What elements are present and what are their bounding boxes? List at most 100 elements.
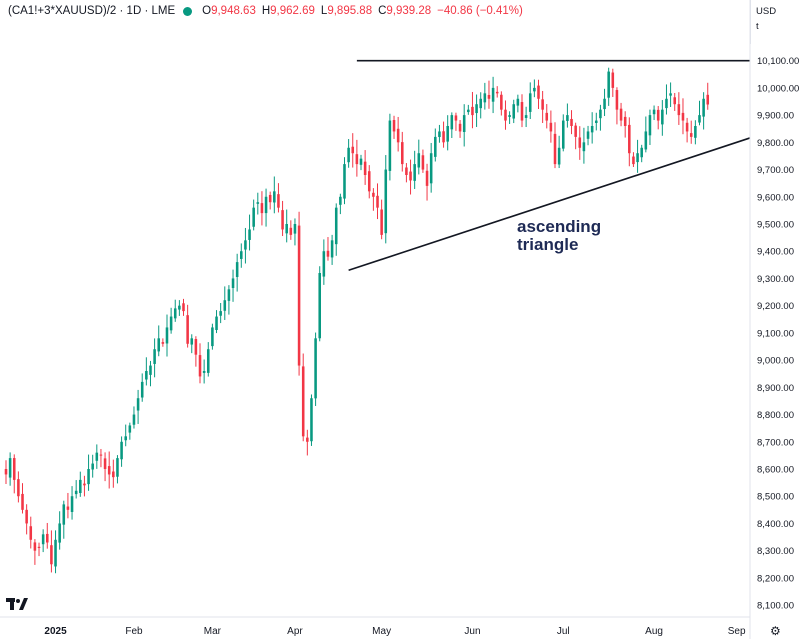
candle-body	[240, 251, 243, 259]
candle-body	[595, 120, 598, 123]
y-tick-label: 9,300.00	[757, 274, 794, 285]
candle-body	[25, 509, 28, 524]
candle-body	[285, 224, 288, 234]
candle-body	[70, 496, 74, 512]
candle-body	[161, 342, 165, 344]
settings-gear-icon[interactable]: ⚙	[770, 624, 781, 638]
candle-body	[475, 104, 478, 114]
candle-body	[421, 155, 425, 170]
x-tick-label: Jun	[464, 626, 480, 637]
unit-label[interactable]: t	[756, 21, 759, 32]
candle-body	[215, 316, 218, 331]
candle-body	[140, 381, 144, 398]
close-label: C	[378, 5, 387, 17]
candle-body	[405, 167, 408, 175]
candle-body	[640, 147, 643, 158]
candle-body	[235, 262, 239, 277]
candle-body	[681, 112, 685, 121]
candle-body	[479, 98, 482, 109]
y-tick-label: 8,900.00	[757, 383, 794, 394]
candle-body	[310, 398, 313, 442]
candle-body	[153, 349, 156, 364]
candle-body	[112, 471, 115, 478]
y-tick-label: 9,500.00	[757, 220, 794, 231]
candle-body	[607, 71, 610, 98]
candle-body	[4, 469, 8, 475]
candle-body	[512, 104, 516, 119]
candle-body	[173, 308, 177, 319]
candle-body	[491, 87, 495, 102]
candle-body	[628, 124, 631, 154]
candle-body	[186, 315, 189, 344]
candle-body	[74, 490, 78, 495]
candle-body	[545, 112, 549, 121]
support-trendline[interactable]	[348, 137, 751, 272]
candle-body	[95, 452, 99, 461]
candle-body	[318, 273, 322, 339]
candle-body	[194, 339, 198, 355]
candle-body	[615, 90, 619, 110]
candle-body	[446, 126, 449, 142]
candle-body	[392, 120, 396, 132]
candle-body	[273, 191, 276, 203]
candle-body	[264, 196, 268, 214]
candle-body	[685, 122, 689, 132]
candle-body	[698, 115, 701, 123]
candle-body	[12, 458, 16, 480]
candle-body	[120, 441, 123, 460]
candle-body	[454, 115, 458, 121]
candle-body	[561, 120, 565, 149]
candle-body	[281, 210, 284, 230]
candle-body	[656, 109, 660, 121]
tradingview-logo[interactable]	[6, 598, 28, 617]
candle-body	[566, 115, 569, 121]
y-tick-label: 9,700.00	[757, 165, 794, 176]
candle-body	[29, 526, 33, 540]
open-value: 9,948.63	[211, 5, 256, 17]
y-tick-label: 8,500.00	[757, 492, 794, 503]
price-axis-unit: USD t	[756, 4, 776, 34]
candle-body	[211, 327, 214, 347]
symbol-title[interactable]: (CA1!+3*XAUUSD)/2 · 1D · LME	[8, 5, 176, 17]
candle-body	[248, 229, 251, 240]
candle-body	[132, 414, 136, 425]
y-tick-label: 9,900.00	[757, 111, 794, 122]
candle-body	[590, 126, 594, 133]
y-tick-label: 9,400.00	[757, 247, 794, 258]
x-tick-label: Aug	[645, 626, 663, 637]
candle-body	[91, 463, 94, 470]
candle-body	[149, 365, 152, 375]
candle-body	[570, 118, 573, 126]
y-tick-label: 8,100.00	[757, 601, 794, 612]
x-tick-label: Feb	[125, 626, 143, 637]
candle-body	[116, 458, 119, 477]
candle-body	[103, 458, 107, 469]
currency-label[interactable]: USD	[756, 6, 777, 17]
candle-body	[21, 493, 24, 510]
x-tick-label: 2025	[44, 626, 67, 637]
candle-body	[483, 93, 487, 103]
candle-body	[128, 425, 132, 433]
candle-body	[384, 169, 388, 234]
x-tick-label: May	[372, 626, 391, 637]
candle-body	[124, 436, 127, 441]
candle-body	[438, 131, 441, 138]
candle-body	[500, 94, 503, 110]
change-value: −40.86 (−0.41%)	[437, 5, 523, 17]
candle-body	[516, 98, 520, 106]
candle-body	[619, 108, 623, 121]
y-tick-label: 8,300.00	[757, 546, 794, 557]
y-tick-label: 10,000.00	[757, 83, 799, 94]
candle-body	[17, 479, 20, 497]
y-tick-label: 8,800.00	[757, 410, 794, 421]
candle-body	[136, 398, 140, 411]
candle-body	[301, 366, 305, 437]
candle-body	[599, 109, 602, 119]
open-label: O	[202, 5, 212, 17]
candle-body	[45, 533, 49, 543]
candle-body	[541, 99, 544, 110]
candle-body	[524, 115, 528, 118]
candle-body	[677, 104, 681, 116]
